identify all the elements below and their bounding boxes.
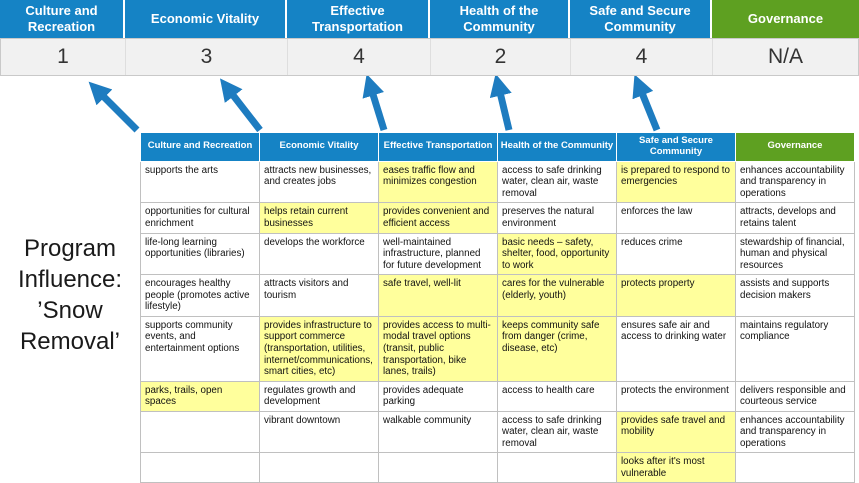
matrix-cell (497, 452, 617, 483)
matrix-body: supports the arts attracts new businesses… (140, 160, 855, 483)
matrix-cell: enhances accountability and transparency… (735, 410, 855, 454)
matrix-cell: provides adequate parking (378, 380, 498, 412)
scoreboard-header-row: Culture and Recreation Economic Vitality E… (0, 0, 859, 38)
matrix-header-effective-transportation: Effective Transportation (378, 132, 498, 162)
matrix-cell: looks after it's most vulnerable (616, 452, 736, 483)
arrows-layer (88, 76, 661, 133)
matrix-cell: provides safe travel and mobility (616, 410, 736, 454)
matrix-cell (140, 452, 260, 483)
table-row: opportunities for cultural enrichment hel… (140, 202, 855, 234)
score-value-governance: N/A (767, 45, 803, 68)
matrix-cell: attracts, develops and retains talent (735, 202, 855, 234)
matrix-cell: is prepared to respond to emergencies (616, 160, 736, 204)
matrix-cell: access to safe drinking water, clean air… (497, 160, 617, 204)
matrix-cell: attracts new businesses, and creates job… (259, 160, 379, 204)
matrix-header-governance: Governance (735, 132, 855, 162)
score-value-culture-recreation: 1 (1, 39, 126, 75)
matrix-cell: enforces the law (616, 202, 736, 234)
score-value-health-community: 2 (431, 39, 571, 75)
matrix-cell (140, 410, 260, 454)
matrix-cell (735, 452, 855, 483)
matrix-cell: attracts visitors and tourism (259, 274, 379, 317)
influence-matrix: Culture and Recreation Economic Vitality E… (140, 132, 855, 483)
matrix-cell: develops the workforce (259, 232, 379, 276)
scoreboard-header-health-community: Health of the Community (430, 0, 570, 38)
scoreboard-header-safe-secure-community: Safe and Secure Community (570, 0, 712, 38)
scoreboard-header-culture-recreation: Culture and Recreation (0, 0, 125, 38)
page-title: Program Influence: ’Snow Removal’ (17, 234, 123, 356)
matrix-cell: provides access to multi-modal travel op… (378, 315, 498, 382)
matrix-header-economic-vitality: Economic Vitality (259, 132, 379, 162)
matrix-cell: provides infrastructure to support comme… (259, 315, 379, 382)
scoreboard-header-effective-transportation: Effective Transportation (287, 0, 430, 38)
matrix-cell: eases traffic flow and minimizes congest… (378, 160, 498, 204)
scoreboard-header-governance: Governance (712, 0, 859, 38)
scoreboard-score-row: 1 3 4 2 4 N/A (0, 38, 859, 76)
up-arrow-icon (632, 76, 661, 132)
matrix-cell: reduces crime (616, 232, 736, 276)
table-row: vibrant downtown walkable community access… (140, 410, 855, 454)
matrix-header-safe-secure-community: Safe and Secure Community (616, 132, 736, 162)
score-value-effective-transportation: 4 (288, 39, 431, 75)
matrix-cell: supports community events, and entertain… (140, 315, 260, 382)
table-row: encourages healthy people (promotes acti… (140, 274, 855, 317)
matrix-cell: access to safe drinking water, clean air… (497, 410, 617, 454)
matrix-cell: assists and supports decision makers (735, 274, 855, 317)
score-value-safe-secure-community: 4 (571, 39, 713, 75)
matrix-cell: well-maintained infrastructure, planned … (378, 232, 498, 276)
matrix-cell: supports the arts (140, 160, 260, 204)
matrix-header-culture-recreation: Culture and Recreation (140, 132, 260, 162)
matrix-cell: preserves the natural environment (497, 202, 617, 234)
matrix-cell: delivers responsible and courteous servi… (735, 380, 855, 412)
scoreboard-header-economic-vitality: Economic Vitality (125, 0, 287, 38)
matrix-cell: keeps community safe from danger (crime,… (497, 315, 617, 382)
matrix-header-row: Culture and Recreation Economic Vitality E… (140, 132, 855, 162)
up-arrow-icon (362, 76, 388, 132)
table-row: parks, trails, open spaces regulates grow… (140, 380, 855, 412)
matrix-cell: encourages healthy people (promotes acti… (140, 274, 260, 317)
up-arrow-icon (489, 76, 513, 131)
matrix-cell: safe travel, well-lit (378, 274, 498, 317)
matrix-cell: parks, trails, open spaces (140, 380, 260, 412)
matrix-cell (378, 452, 498, 483)
score-value-economic-vitality: 3 (126, 39, 288, 75)
table-row: looks after it's most vulnerable (140, 452, 855, 483)
up-arrow-icon (88, 81, 140, 133)
matrix-cell: cares for the vulnerable (elderly, youth… (497, 274, 617, 317)
table-row: supports the arts attracts new businesses… (140, 160, 855, 204)
matrix-cell: enhances accountability and transparency… (735, 160, 855, 204)
table-row: supports community events, and entertain… (140, 315, 855, 382)
matrix-cell: protects property (616, 274, 736, 317)
matrix-cell: vibrant downtown (259, 410, 379, 454)
matrix-cell: helps retain current businesses (259, 202, 379, 234)
matrix-cell: opportunities for cultural enrichment (140, 202, 260, 234)
matrix-cell (259, 452, 379, 483)
matrix-cell: protects the environment (616, 380, 736, 412)
matrix-cell: walkable community (378, 410, 498, 454)
matrix-cell: basic needs – safety, shelter, food, opp… (497, 232, 617, 276)
matrix-cell: stewardship of financial, human and phys… (735, 232, 855, 276)
up-arrow-icon (219, 78, 263, 133)
matrix-cell: regulates growth and development (259, 380, 379, 412)
matrix-header-health-community: Health of the Community (497, 132, 617, 162)
matrix-cell: life-long learning opportunities (librar… (140, 232, 260, 276)
table-row: life-long learning opportunities (librar… (140, 232, 855, 276)
matrix-cell: maintains regulatory compliance (735, 315, 855, 382)
matrix-cell: ensures safe air and access to drinking … (616, 315, 736, 382)
matrix-cell: access to health care (497, 380, 617, 412)
matrix-cell: provides convenient and efficient access (378, 202, 498, 234)
